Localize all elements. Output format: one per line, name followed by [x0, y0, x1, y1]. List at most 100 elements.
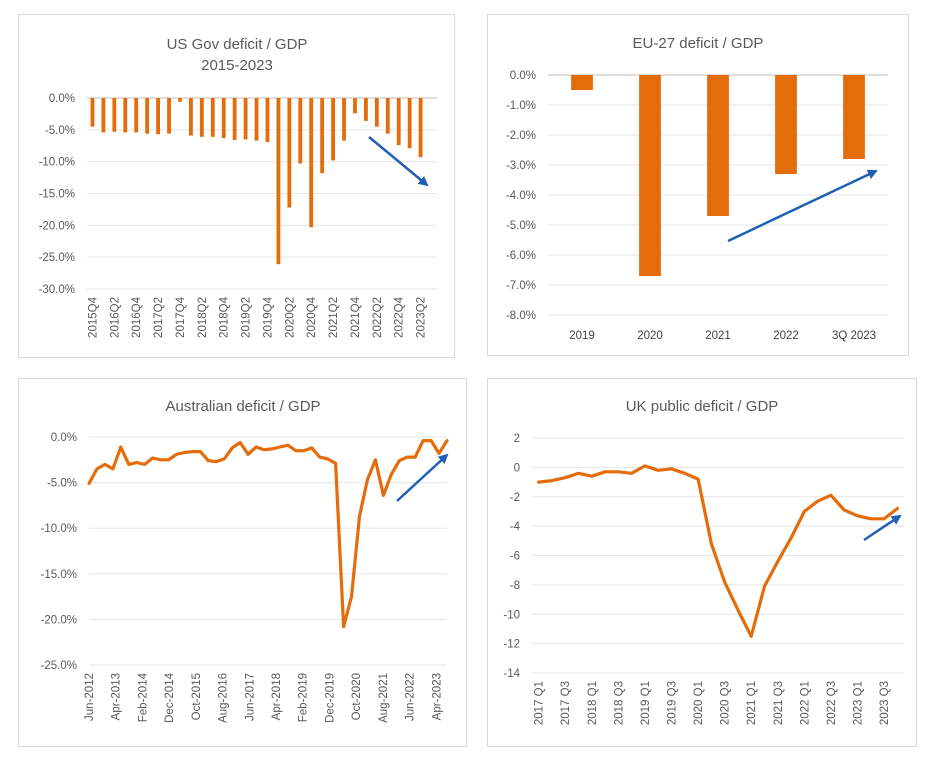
us-bar — [396, 98, 401, 146]
uk-y-tick-label: 0 — [514, 462, 520, 474]
eu-y-tick-label: 0.0% — [510, 70, 536, 82]
us-y-tick-label: -20.0% — [39, 220, 75, 232]
uk-y-tick-label: -12 — [503, 639, 520, 651]
us-bar — [243, 98, 248, 140]
us-x-tick-label: 2021Q2 — [328, 297, 340, 338]
australia-deficit-chart-panel: Australian deficit / GDP 0.0% -5.0% -10.0% -… — [18, 378, 467, 747]
us-x-tick-label: 2016Q4 — [131, 296, 143, 338]
eu-bar — [843, 75, 865, 159]
eu-bar — [571, 75, 593, 90]
us-bar — [276, 98, 281, 265]
us-bar — [145, 98, 150, 134]
au-chart-title: Australian deficit / GDP — [165, 398, 320, 415]
au-x-tick-label: Oct-2020 — [351, 673, 363, 720]
uk-y-tick-label: 2 — [514, 433, 520, 445]
eu-x-tick-label: 2021 — [705, 330, 731, 342]
au-series-line — [87, 438, 449, 629]
uk-x-tick-label: 2018 Q1 — [587, 681, 599, 725]
us-x-tick-label: 2016Q2 — [109, 297, 121, 338]
us-bar — [374, 98, 379, 127]
us-bar — [210, 98, 215, 137]
au-y-tick-label: -10.0% — [41, 523, 77, 535]
us-x-tick-label: 2015Q4 — [87, 296, 99, 338]
us-bar — [320, 98, 325, 174]
uk-x-tick-label: 2017 Q1 — [534, 681, 546, 725]
us-bar — [287, 98, 292, 208]
au-x-tick-label: Oct-2015 — [191, 673, 203, 720]
uk-trend-arrow — [863, 514, 902, 542]
us-x-tick-label: 2020Q2 — [284, 297, 296, 338]
eu-y-tick-label: -5.0% — [506, 220, 536, 232]
au-x-tick-label: Dec-2019 — [324, 673, 336, 723]
us-bar — [385, 98, 390, 134]
uk-x-tick-label: 2023 Q3 — [879, 681, 891, 725]
eu-x-tick-label: 3Q 2023 — [832, 330, 876, 342]
us-deficit-chart-panel: US Gov deficit / GDP 2015-2023 0.0% -5.0% -1… — [18, 14, 455, 358]
au-y-tick-label: -15.0% — [41, 569, 77, 581]
us-bar — [134, 98, 139, 133]
eu-y-tick-label: -7.0% — [506, 280, 536, 292]
us-bar — [298, 98, 303, 164]
us-bar — [167, 98, 171, 134]
uk-x-tick-label: 2022 Q1 — [799, 681, 811, 725]
eu-bar — [639, 75, 661, 276]
us-x-tick-label: 2022Q4 — [394, 296, 406, 338]
us-y-tick-label: -5.0% — [45, 125, 75, 137]
us-bar — [123, 98, 128, 133]
au-y-tick-label: -20.0% — [41, 614, 77, 626]
uk-y-tick-label: -6 — [510, 551, 520, 563]
eu-bar — [707, 75, 729, 216]
uk-x-tick-label: 2023 Q1 — [853, 681, 865, 725]
au-x-tick-label: Jun-2022 — [405, 673, 417, 721]
uk-chart-title: UK public deficit / GDP — [626, 398, 779, 415]
au-x-tick-label: Dec-2014 — [164, 672, 176, 722]
us-trend-arrow — [368, 136, 429, 187]
us-x-tick-label: 2023Q2 — [416, 297, 428, 338]
uk-y-tick-label: -2 — [510, 492, 520, 504]
us-x-tick-label: 2017Q2 — [153, 297, 165, 338]
eu-y-tick-label: -8.0% — [506, 310, 536, 322]
eu-trend-arrow — [727, 169, 878, 243]
eu-y-tick-label: -2.0% — [506, 130, 536, 142]
us-x-tick-label: 2019Q4 — [262, 296, 274, 338]
eu-chart-title: EU-27 deficit / GDP — [633, 35, 764, 52]
us-y-tick-label: -25.0% — [39, 252, 75, 264]
au-x-tick-label: Aug-2016 — [218, 673, 230, 723]
au-y-tick-label: -5.0% — [47, 478, 77, 490]
uk-deficit-chart-panel: UK public deficit / GDP 2 0 -2 -4 -6 -8 -10 -12 -… — [487, 378, 917, 747]
uk-x-tick-label: 2020 Q1 — [693, 681, 705, 725]
uk-x-tick-label: 2021 Q3 — [773, 681, 785, 725]
us-x-tick-label: 2019Q2 — [241, 297, 253, 338]
us-y-tick-label: 0.0% — [49, 93, 75, 105]
us-bar — [101, 98, 106, 133]
uk-y-tick-label: -8 — [510, 580, 520, 592]
eu-x-tick-label: 2019 — [569, 330, 595, 342]
uk-y-tick-label: -4 — [510, 521, 521, 533]
us-bar — [407, 98, 412, 149]
uk-x-tick-label: 2019 Q1 — [640, 681, 652, 725]
us-bar — [309, 98, 314, 228]
eu-deficit-chart-panel: EU-27 deficit / GDP 0.0% -1.0% -2.0% -3.0% -4… — [487, 14, 909, 356]
uk-series-line — [536, 464, 899, 638]
us-bar — [265, 98, 270, 142]
uk-y-tick-label: -14 — [503, 668, 520, 680]
us-bar — [221, 98, 226, 139]
au-x-tick-label: Aug-2021 — [378, 673, 390, 723]
uk-x-tick-label: 2017 Q3 — [560, 681, 572, 725]
eu-y-tick-label: -4.0% — [506, 190, 536, 202]
us-bar — [178, 98, 182, 102]
us-x-tick-label: 2018Q4 — [219, 296, 231, 338]
au-x-tick-label: Jun-2012 — [84, 673, 96, 721]
us-bar — [188, 98, 193, 136]
us-bar — [353, 98, 357, 114]
us-bar — [418, 98, 423, 158]
us-deficit-chart: US Gov deficit / GDP 2015-2023 0.0% -5.0% -1… — [39, 36, 437, 338]
au-y-tick-label: 0.0% — [51, 432, 77, 444]
us-y-tick-label: -10.0% — [39, 157, 75, 169]
eu-bar — [775, 75, 797, 174]
us-bar — [254, 98, 259, 141]
us-chart-title: US Gov deficit / GDP — [167, 36, 308, 53]
au-x-tick-label: Jun-2017 — [244, 673, 256, 721]
us-bar — [342, 98, 346, 141]
us-y-tick-label: -30.0% — [39, 284, 75, 296]
